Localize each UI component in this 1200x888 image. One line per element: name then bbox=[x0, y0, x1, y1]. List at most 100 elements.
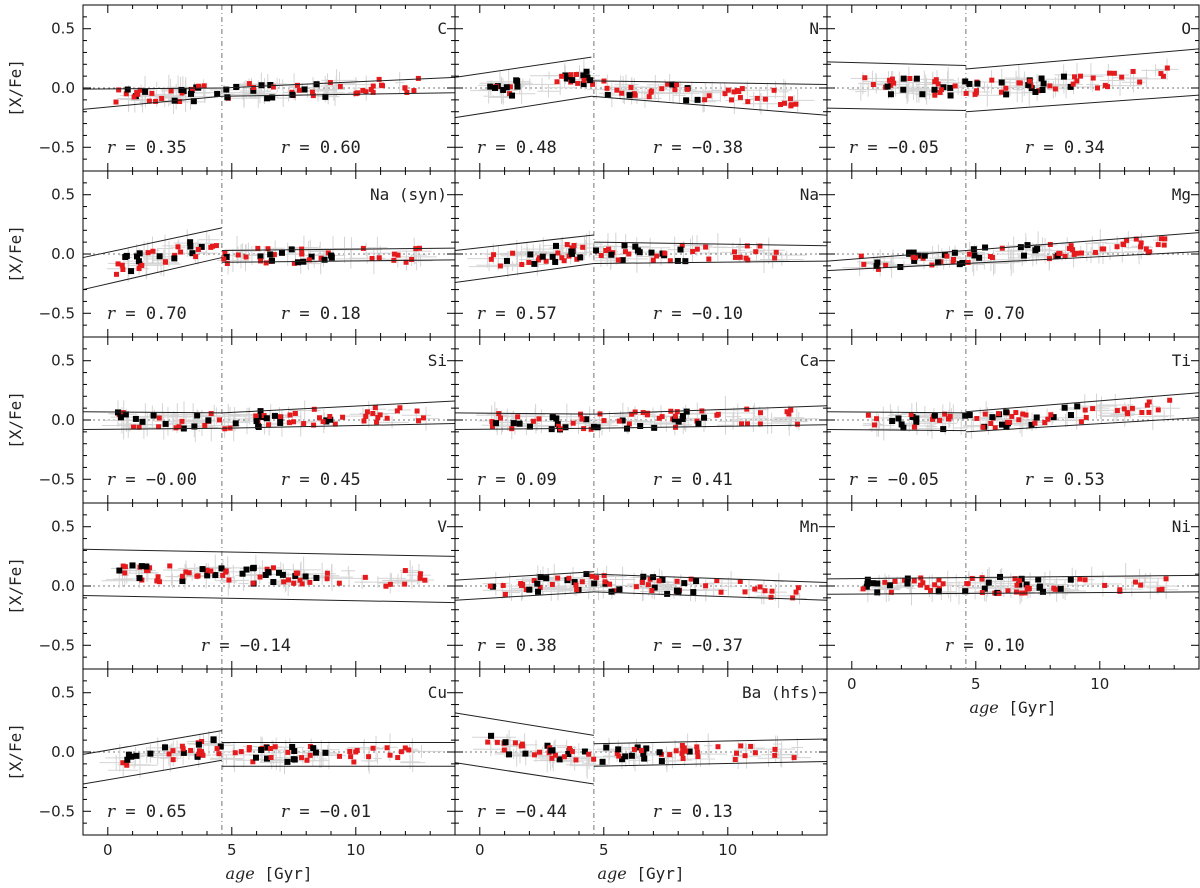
point-red bbox=[748, 743, 754, 749]
point-red bbox=[568, 72, 574, 78]
point-black bbox=[310, 745, 317, 752]
point-red bbox=[745, 421, 751, 427]
point-black bbox=[887, 91, 894, 98]
r-left: r = 0.09 bbox=[477, 470, 557, 490]
r-left: r = 0.57 bbox=[477, 304, 557, 324]
fit-lower bbox=[221, 259, 456, 263]
point-black bbox=[864, 576, 871, 583]
point-red bbox=[176, 424, 182, 430]
point-red bbox=[860, 586, 866, 592]
point-red bbox=[910, 254, 916, 260]
point-red bbox=[645, 582, 651, 588]
point-black bbox=[906, 250, 913, 257]
point-red bbox=[1042, 420, 1048, 426]
point-red bbox=[195, 246, 201, 252]
point-black bbox=[162, 420, 169, 427]
point-red bbox=[337, 753, 343, 759]
point-red bbox=[416, 418, 422, 424]
point-red bbox=[287, 412, 293, 418]
point-black bbox=[1067, 83, 1074, 90]
point-red bbox=[680, 755, 686, 761]
panel-na-syn: Na (syn) r = 0.70 r = 0.18 0.5 0.0 −0.5 [X/Fe] bbox=[6, 170, 456, 338]
point-black bbox=[252, 754, 259, 761]
fit-lower bbox=[82, 95, 222, 110]
r-left: r = 0.70 bbox=[107, 304, 187, 324]
point-red bbox=[612, 588, 618, 594]
point-black bbox=[135, 258, 142, 265]
point-red bbox=[1023, 412, 1029, 418]
point-black bbox=[534, 580, 541, 587]
y-tick-label: 0.0 bbox=[51, 79, 75, 97]
point-black bbox=[150, 412, 157, 419]
point-red bbox=[1003, 85, 1009, 91]
fit-lower bbox=[826, 591, 1200, 595]
point-red bbox=[1117, 587, 1123, 593]
point-black bbox=[553, 415, 560, 422]
point-black bbox=[648, 249, 655, 256]
point-red bbox=[757, 410, 763, 416]
point-black bbox=[284, 758, 291, 765]
point-red bbox=[614, 750, 620, 756]
point-red bbox=[703, 583, 709, 589]
point-red bbox=[870, 82, 876, 88]
point-red bbox=[1146, 409, 1152, 415]
point-black bbox=[659, 576, 666, 583]
point-red bbox=[257, 258, 263, 264]
point-red bbox=[628, 84, 634, 90]
point-black bbox=[217, 743, 224, 750]
point-red bbox=[304, 757, 310, 763]
point-red bbox=[601, 418, 607, 424]
x-tick-label: 10 bbox=[346, 841, 365, 859]
point-red bbox=[788, 96, 794, 102]
point-red bbox=[681, 745, 687, 751]
point-black bbox=[327, 416, 334, 423]
point-red bbox=[360, 245, 366, 251]
point-black bbox=[571, 579, 578, 586]
point-red bbox=[272, 744, 278, 750]
point-black bbox=[683, 408, 690, 415]
point-red bbox=[561, 258, 567, 264]
point-red bbox=[318, 255, 324, 261]
point-red bbox=[1107, 70, 1113, 76]
point-red bbox=[145, 568, 151, 574]
fit-lower bbox=[82, 257, 222, 291]
point-black bbox=[136, 575, 143, 582]
point-red bbox=[531, 578, 537, 584]
point-black bbox=[628, 752, 635, 759]
point-red bbox=[150, 248, 156, 254]
point-red bbox=[301, 421, 307, 427]
point-red bbox=[370, 410, 376, 416]
ticks bbox=[82, 4, 456, 172]
data-points bbox=[482, 563, 807, 608]
point-red bbox=[940, 581, 946, 587]
point-red bbox=[417, 575, 423, 581]
point-red bbox=[120, 267, 126, 273]
point-red bbox=[1013, 589, 1019, 595]
point-red bbox=[208, 568, 214, 574]
point-black bbox=[502, 739, 509, 746]
point-red bbox=[391, 251, 397, 257]
element-label: Na (syn) bbox=[370, 185, 447, 204]
point-black bbox=[492, 420, 499, 427]
r-left: r = 0.65 bbox=[107, 802, 187, 822]
point-red bbox=[286, 577, 292, 583]
point-black bbox=[1038, 75, 1045, 82]
point-black bbox=[870, 580, 877, 587]
point-black bbox=[302, 573, 309, 580]
r-right: r = 0.41 bbox=[653, 470, 733, 490]
point-red bbox=[180, 746, 186, 752]
point-red bbox=[967, 251, 973, 257]
point-black bbox=[626, 92, 633, 99]
point-red bbox=[667, 752, 673, 758]
y-tick-label: −0.5 bbox=[39, 802, 75, 820]
point-red bbox=[337, 83, 343, 89]
point-red bbox=[123, 91, 129, 97]
point-red bbox=[115, 261, 121, 267]
point-black bbox=[889, 418, 896, 425]
point-black bbox=[693, 578, 700, 585]
point-black bbox=[290, 756, 297, 763]
point-red bbox=[1027, 78, 1033, 84]
point-red bbox=[732, 757, 738, 763]
point-black bbox=[874, 580, 881, 587]
point-red bbox=[291, 419, 297, 425]
